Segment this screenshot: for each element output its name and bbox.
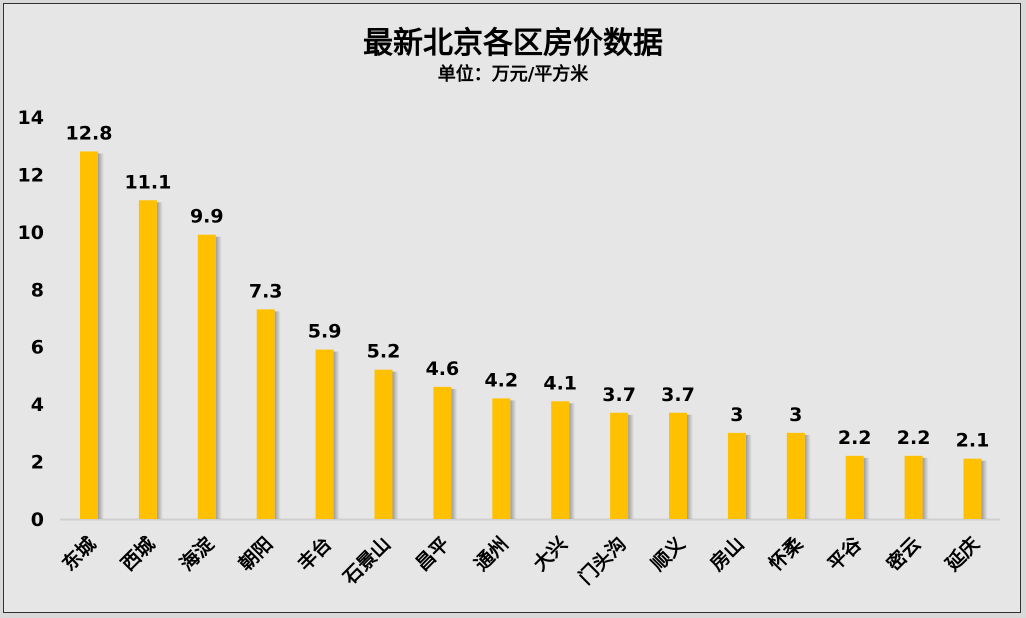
data-label: 4.6 [426,358,460,380]
x-tick-label: 东城 [57,532,100,575]
x-tick-label: 平谷 [824,532,867,575]
bar-密云 [904,455,923,519]
data-label: 3.7 [661,384,695,406]
x-tick-label: 石景山 [338,533,395,590]
data-label: 3.7 [602,384,636,406]
bar-门头沟 [610,412,629,519]
data-label: 3 [789,404,802,426]
bar-shadow [687,414,693,519]
data-label: 2.1 [956,430,990,452]
y-tick-label: 2 [31,452,44,474]
bar-石景山 [374,369,393,519]
x-tick-label: 延庆 [940,532,984,576]
bar-海淀 [197,234,216,519]
data-label: 2.2 [897,427,931,449]
bar-怀柔 [786,432,805,519]
x-tick-label: 昌平 [411,533,453,575]
bar-shadow [333,351,340,519]
bar-朝阳 [256,309,275,519]
x-tick-label: 顺义 [647,533,689,575]
bar-昌平 [433,386,452,519]
data-label: 7.3 [249,280,283,302]
bar-顺义 [669,412,687,519]
x-tick-label: 怀柔 [764,532,808,576]
chart-subtitle: 单位：万元/平方米 [437,64,589,85]
data-label: 3 [730,404,743,426]
x-tick-label: 房山 [705,532,748,575]
y-tick-label: 4 [31,394,44,416]
bar-shadow [804,434,811,519]
y-tick-label: 14 [18,107,44,129]
x-tick-label: 通州 [470,533,512,575]
bar-shadow [215,236,222,519]
bar-shadow [510,400,517,519]
bar-大兴 [551,401,570,519]
data-label: 5.9 [308,321,342,343]
bar-东城 [80,151,98,519]
bar-shadow [569,403,576,519]
data-label: 5.2 [367,341,401,363]
chart-title: 最新北京各区房价数据 [363,26,663,61]
x-tick-label: 大兴 [529,532,572,575]
bar-shadow [745,434,752,519]
x-tick-label: 密云 [882,532,925,575]
data-label: 9.9 [190,206,224,228]
y-tick-label: 8 [31,279,44,301]
data-label: 12.8 [66,122,113,144]
y-tick-label: 10 [18,222,44,244]
data-label: 11.1 [124,171,171,193]
bar-平谷 [845,455,864,519]
y-tick-label: 6 [31,337,44,359]
bar-房山 [727,432,746,519]
bar-shadow [922,457,929,519]
bar-shadow [451,388,458,519]
bar-shadow [392,371,399,519]
bar-延庆 [963,458,982,519]
bar-shadow [156,202,163,519]
x-tick-label: 西城 [116,532,159,575]
data-label: 4.2 [484,369,518,391]
x-tick-label: 门头沟 [574,532,631,589]
bar-shadow [863,457,870,519]
y-tick-label: 0 [31,509,44,531]
y-tick-label: 12 [18,164,44,186]
x-tick-label: 朝阳 [235,533,277,575]
x-tick-label: 丰台 [293,532,336,575]
bar-shadow [628,414,635,519]
bar-丰台 [315,349,334,519]
bar-shadow [274,311,281,519]
bar-shadow [981,460,988,519]
bar-shadow [98,153,104,519]
bar-通州 [492,398,511,519]
data-label: 4.1 [543,372,577,394]
data-label: 2.2 [838,427,872,449]
bar-西城 [138,200,157,519]
x-tick-label: 海淀 [175,532,219,576]
